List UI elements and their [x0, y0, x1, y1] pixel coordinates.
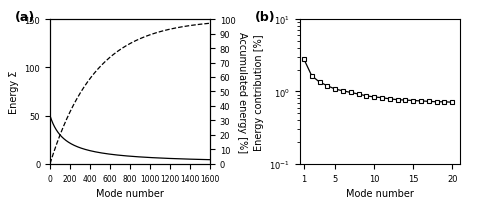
- Y-axis label: Accumulated energy [%]: Accumulated energy [%]: [236, 32, 246, 152]
- Y-axis label: Energy Σ: Energy Σ: [9, 70, 19, 114]
- Text: (a): (a): [15, 11, 35, 24]
- Text: (b): (b): [255, 11, 276, 24]
- X-axis label: Mode number: Mode number: [96, 188, 164, 198]
- Y-axis label: Energy contribution [%]: Energy contribution [%]: [254, 34, 264, 150]
- X-axis label: Mode number: Mode number: [346, 188, 414, 198]
